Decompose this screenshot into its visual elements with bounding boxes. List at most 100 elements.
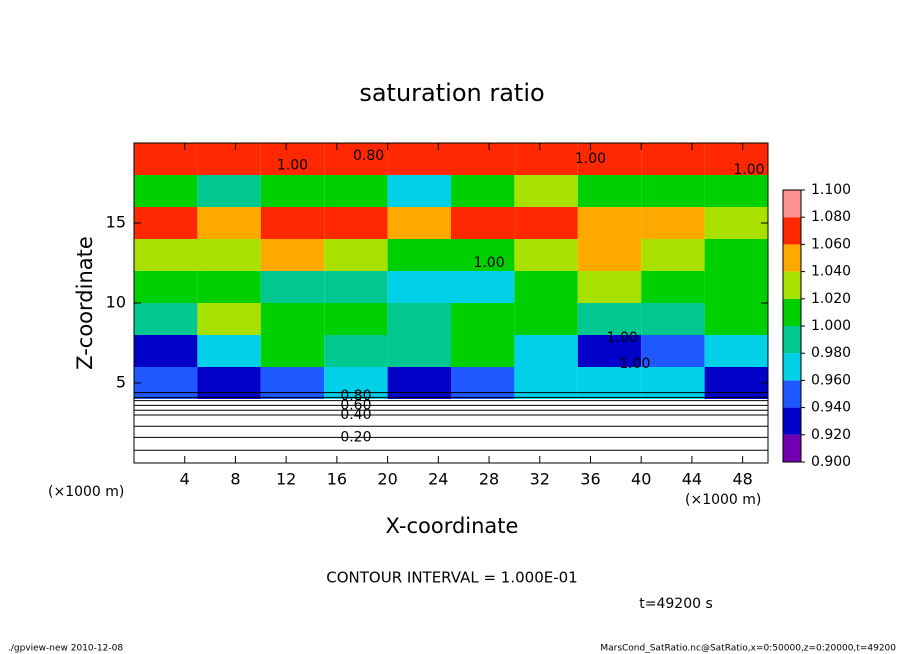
cell — [197, 367, 261, 399]
colorbar-band — [783, 244, 801, 272]
cell — [324, 303, 388, 335]
colorbar-band — [783, 190, 801, 218]
x-tick-label: 40 — [631, 470, 651, 489]
cell — [387, 431, 451, 463]
x-axis-label: X-coordinate — [386, 514, 519, 538]
colorbar-tick-label: 1.040 — [811, 264, 851, 280]
cell — [514, 271, 578, 303]
cell — [514, 143, 578, 175]
contour-label: 0.60 — [340, 397, 371, 413]
cell — [704, 239, 768, 271]
colorbar-band — [783, 407, 801, 435]
cell — [134, 335, 198, 367]
contour-label: 0.20 — [340, 429, 371, 445]
colorbar-band — [783, 380, 801, 408]
colorbar-tick-label: 1.100 — [811, 182, 851, 198]
colorbar-band — [783, 298, 801, 326]
cell — [641, 207, 705, 239]
x-tick-label: 24 — [428, 470, 448, 489]
cell — [387, 335, 451, 367]
footer-left: ./gpview-new 2010-12-08 — [8, 644, 123, 654]
cell — [577, 303, 642, 335]
colorbar-tick-label: 0.920 — [811, 427, 851, 443]
cell — [324, 143, 388, 175]
colorbar-band — [783, 353, 801, 381]
cell — [514, 207, 578, 239]
cell — [387, 303, 451, 335]
cell — [134, 271, 198, 303]
cell — [197, 143, 261, 175]
cell — [514, 303, 578, 335]
cell — [260, 143, 325, 175]
cell — [387, 175, 451, 207]
contour-label: 1.00 — [733, 162, 764, 178]
cell — [704, 335, 768, 367]
cell — [641, 335, 705, 367]
cell — [451, 239, 515, 271]
cell — [260, 335, 325, 367]
colorbar-tick-label: 0.900 — [811, 454, 851, 470]
colorbar-band — [783, 217, 801, 245]
cell — [577, 143, 642, 175]
colorbar-tick-label: 1.020 — [811, 291, 851, 307]
cell — [577, 367, 642, 399]
cell — [197, 175, 261, 207]
cell — [514, 367, 578, 399]
cell — [704, 207, 768, 239]
x-tick-label: 36 — [580, 470, 600, 489]
time-label: t=49200 s — [639, 596, 713, 612]
cell — [451, 303, 515, 335]
cell — [134, 143, 198, 175]
cell — [577, 335, 642, 367]
cell — [324, 207, 388, 239]
cell — [451, 175, 515, 207]
cell — [451, 367, 515, 399]
cell — [514, 431, 578, 463]
cell — [324, 431, 388, 463]
cell — [577, 239, 642, 271]
contour-label: 1.00 — [473, 255, 504, 271]
cell — [641, 303, 705, 335]
colorbar-tick-label: 1.060 — [811, 236, 851, 252]
y-tick-label: 5 — [116, 373, 126, 392]
x-tick-label: 28 — [479, 470, 499, 489]
x-tick-label: 8 — [230, 470, 240, 489]
cell — [260, 207, 325, 239]
cell — [641, 431, 705, 463]
cell — [134, 367, 198, 399]
cell — [197, 335, 261, 367]
cell — [387, 239, 451, 271]
cell — [577, 431, 642, 463]
x-tick-label: 20 — [377, 470, 397, 489]
footer-right: MarsCond_SatRatio.nc@SatRatio,x=0:50000,… — [600, 644, 896, 654]
x-tick-label: 32 — [530, 470, 550, 489]
cell — [387, 143, 451, 175]
cell — [260, 303, 325, 335]
cell — [134, 239, 198, 271]
cell — [451, 335, 515, 367]
cell — [260, 367, 325, 399]
cell — [451, 271, 515, 303]
contour-label: 1.00 — [277, 157, 308, 173]
cell — [260, 431, 325, 463]
cell — [324, 239, 388, 271]
cell — [641, 271, 705, 303]
cell — [641, 175, 705, 207]
cell — [577, 271, 642, 303]
cell — [387, 271, 451, 303]
cell — [324, 271, 388, 303]
colorbar-tick-label: 1.080 — [811, 209, 851, 225]
contour-label: 0.80 — [340, 388, 371, 404]
contour-label: 1.00 — [619, 356, 650, 372]
y-axis-label: Z-coordinate — [73, 236, 97, 370]
cell — [197, 303, 261, 335]
cell — [514, 175, 578, 207]
cell — [704, 271, 768, 303]
cell — [451, 143, 515, 175]
cell — [134, 431, 198, 463]
cell — [451, 431, 515, 463]
colorbar-tick-label: 0.960 — [811, 372, 851, 388]
cell — [197, 271, 261, 303]
cell — [704, 175, 768, 207]
